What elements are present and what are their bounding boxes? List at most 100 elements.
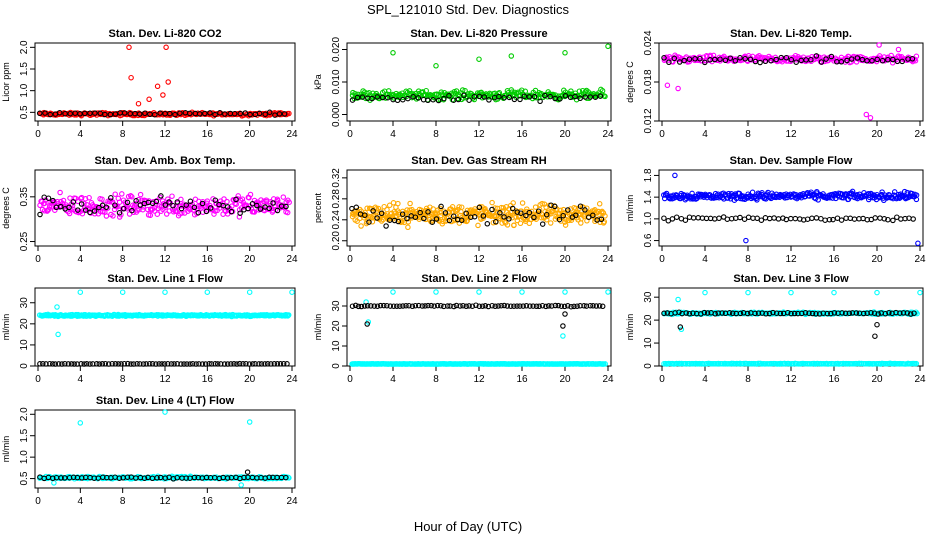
data-point (450, 213, 457, 219)
data-point (385, 88, 392, 94)
data-point (434, 302, 441, 309)
data-point (137, 361, 143, 367)
data-point (124, 474, 131, 480)
data-point (593, 303, 600, 309)
data-point (533, 303, 540, 310)
data-point (438, 302, 444, 309)
plot-frame (658, 169, 924, 247)
panel-title: Stan. Dev. Gas Stream RH (411, 155, 547, 167)
data-point (831, 310, 838, 316)
data-point (233, 196, 239, 203)
data-point (258, 197, 264, 203)
data-point (595, 208, 602, 215)
data-point (560, 333, 566, 339)
data-point (42, 110, 48, 116)
data-point (207, 205, 214, 211)
data-point (511, 222, 517, 228)
data-point (70, 199, 77, 205)
data-point (812, 195, 819, 202)
data-point (712, 311, 718, 317)
data-point (399, 219, 405, 225)
data-point (92, 110, 98, 116)
data-point (745, 289, 751, 296)
data-point (749, 189, 756, 196)
data-point (475, 222, 481, 229)
data-point (590, 303, 596, 309)
x-tick-label: 20 (244, 254, 256, 265)
data-point (183, 475, 189, 481)
data-point (377, 302, 384, 309)
data-point (562, 222, 569, 228)
x-tick-label: 8 (745, 374, 751, 385)
data-point (387, 303, 394, 309)
panel-title: Stan. Dev. Line 2 Flow (421, 273, 537, 285)
data-point (842, 310, 849, 317)
x-tick-label: 0 (659, 374, 665, 385)
y-axis-label: ml/min (625, 195, 635, 222)
x-tick-label: 0 (35, 129, 41, 140)
data-point (661, 310, 667, 317)
x-tick-label: 16 (516, 374, 528, 385)
x-tick-label: 8 (433, 374, 439, 385)
data-point (442, 210, 449, 216)
data-point (352, 90, 358, 97)
data-point (256, 110, 263, 117)
data-point (284, 361, 290, 367)
data-point (62, 360, 68, 367)
panel-2: Stan. Dev. Li-820 Pressure kPa 0 4 8 12 16 20 24… (313, 28, 614, 140)
data-point (596, 201, 603, 207)
data-point (162, 289, 168, 295)
data-point (773, 310, 780, 316)
data-point (489, 302, 495, 309)
data-point (775, 216, 782, 222)
data-point (358, 223, 364, 229)
x-tick-label: 0 (659, 254, 665, 265)
data-point (719, 310, 725, 316)
data-point (276, 111, 283, 117)
data-point (140, 206, 146, 213)
data-point (196, 361, 202, 367)
data-point (55, 361, 62, 367)
x-tick-label: 16 (516, 129, 528, 140)
data-point (441, 303, 447, 310)
data-point (156, 361, 162, 367)
data-point (671, 55, 678, 62)
data-point (158, 193, 164, 199)
data-point (881, 216, 888, 222)
data-point (460, 302, 466, 309)
data-point (917, 289, 923, 296)
data-point (742, 56, 748, 62)
data-point (140, 361, 147, 367)
data-point (136, 111, 143, 117)
data-point (504, 222, 511, 228)
data-point (557, 96, 563, 102)
x-tick-label: 12 (785, 374, 797, 385)
data-point (417, 209, 423, 216)
y-tick-label: 0.5 (19, 471, 30, 485)
data-point (724, 216, 731, 222)
data-point (142, 110, 148, 117)
data-point (70, 474, 77, 481)
data-point (901, 188, 908, 195)
data-point (500, 205, 507, 211)
data-point (362, 209, 368, 216)
data-point (531, 214, 537, 221)
data-point (489, 199, 495, 206)
data-point (130, 361, 137, 367)
data-point (877, 215, 883, 221)
data-point (766, 310, 773, 317)
data-point (885, 216, 891, 223)
data-point (81, 207, 87, 213)
data-point (697, 55, 703, 62)
data-point (458, 217, 465, 224)
series-2 (37, 469, 289, 482)
data-point (479, 303, 486, 309)
data-point (236, 360, 243, 367)
data-point (412, 302, 419, 309)
data-point (399, 211, 406, 217)
data-point (547, 93, 553, 100)
data-point (542, 92, 548, 99)
data-point (285, 312, 292, 318)
data-point (683, 310, 689, 316)
